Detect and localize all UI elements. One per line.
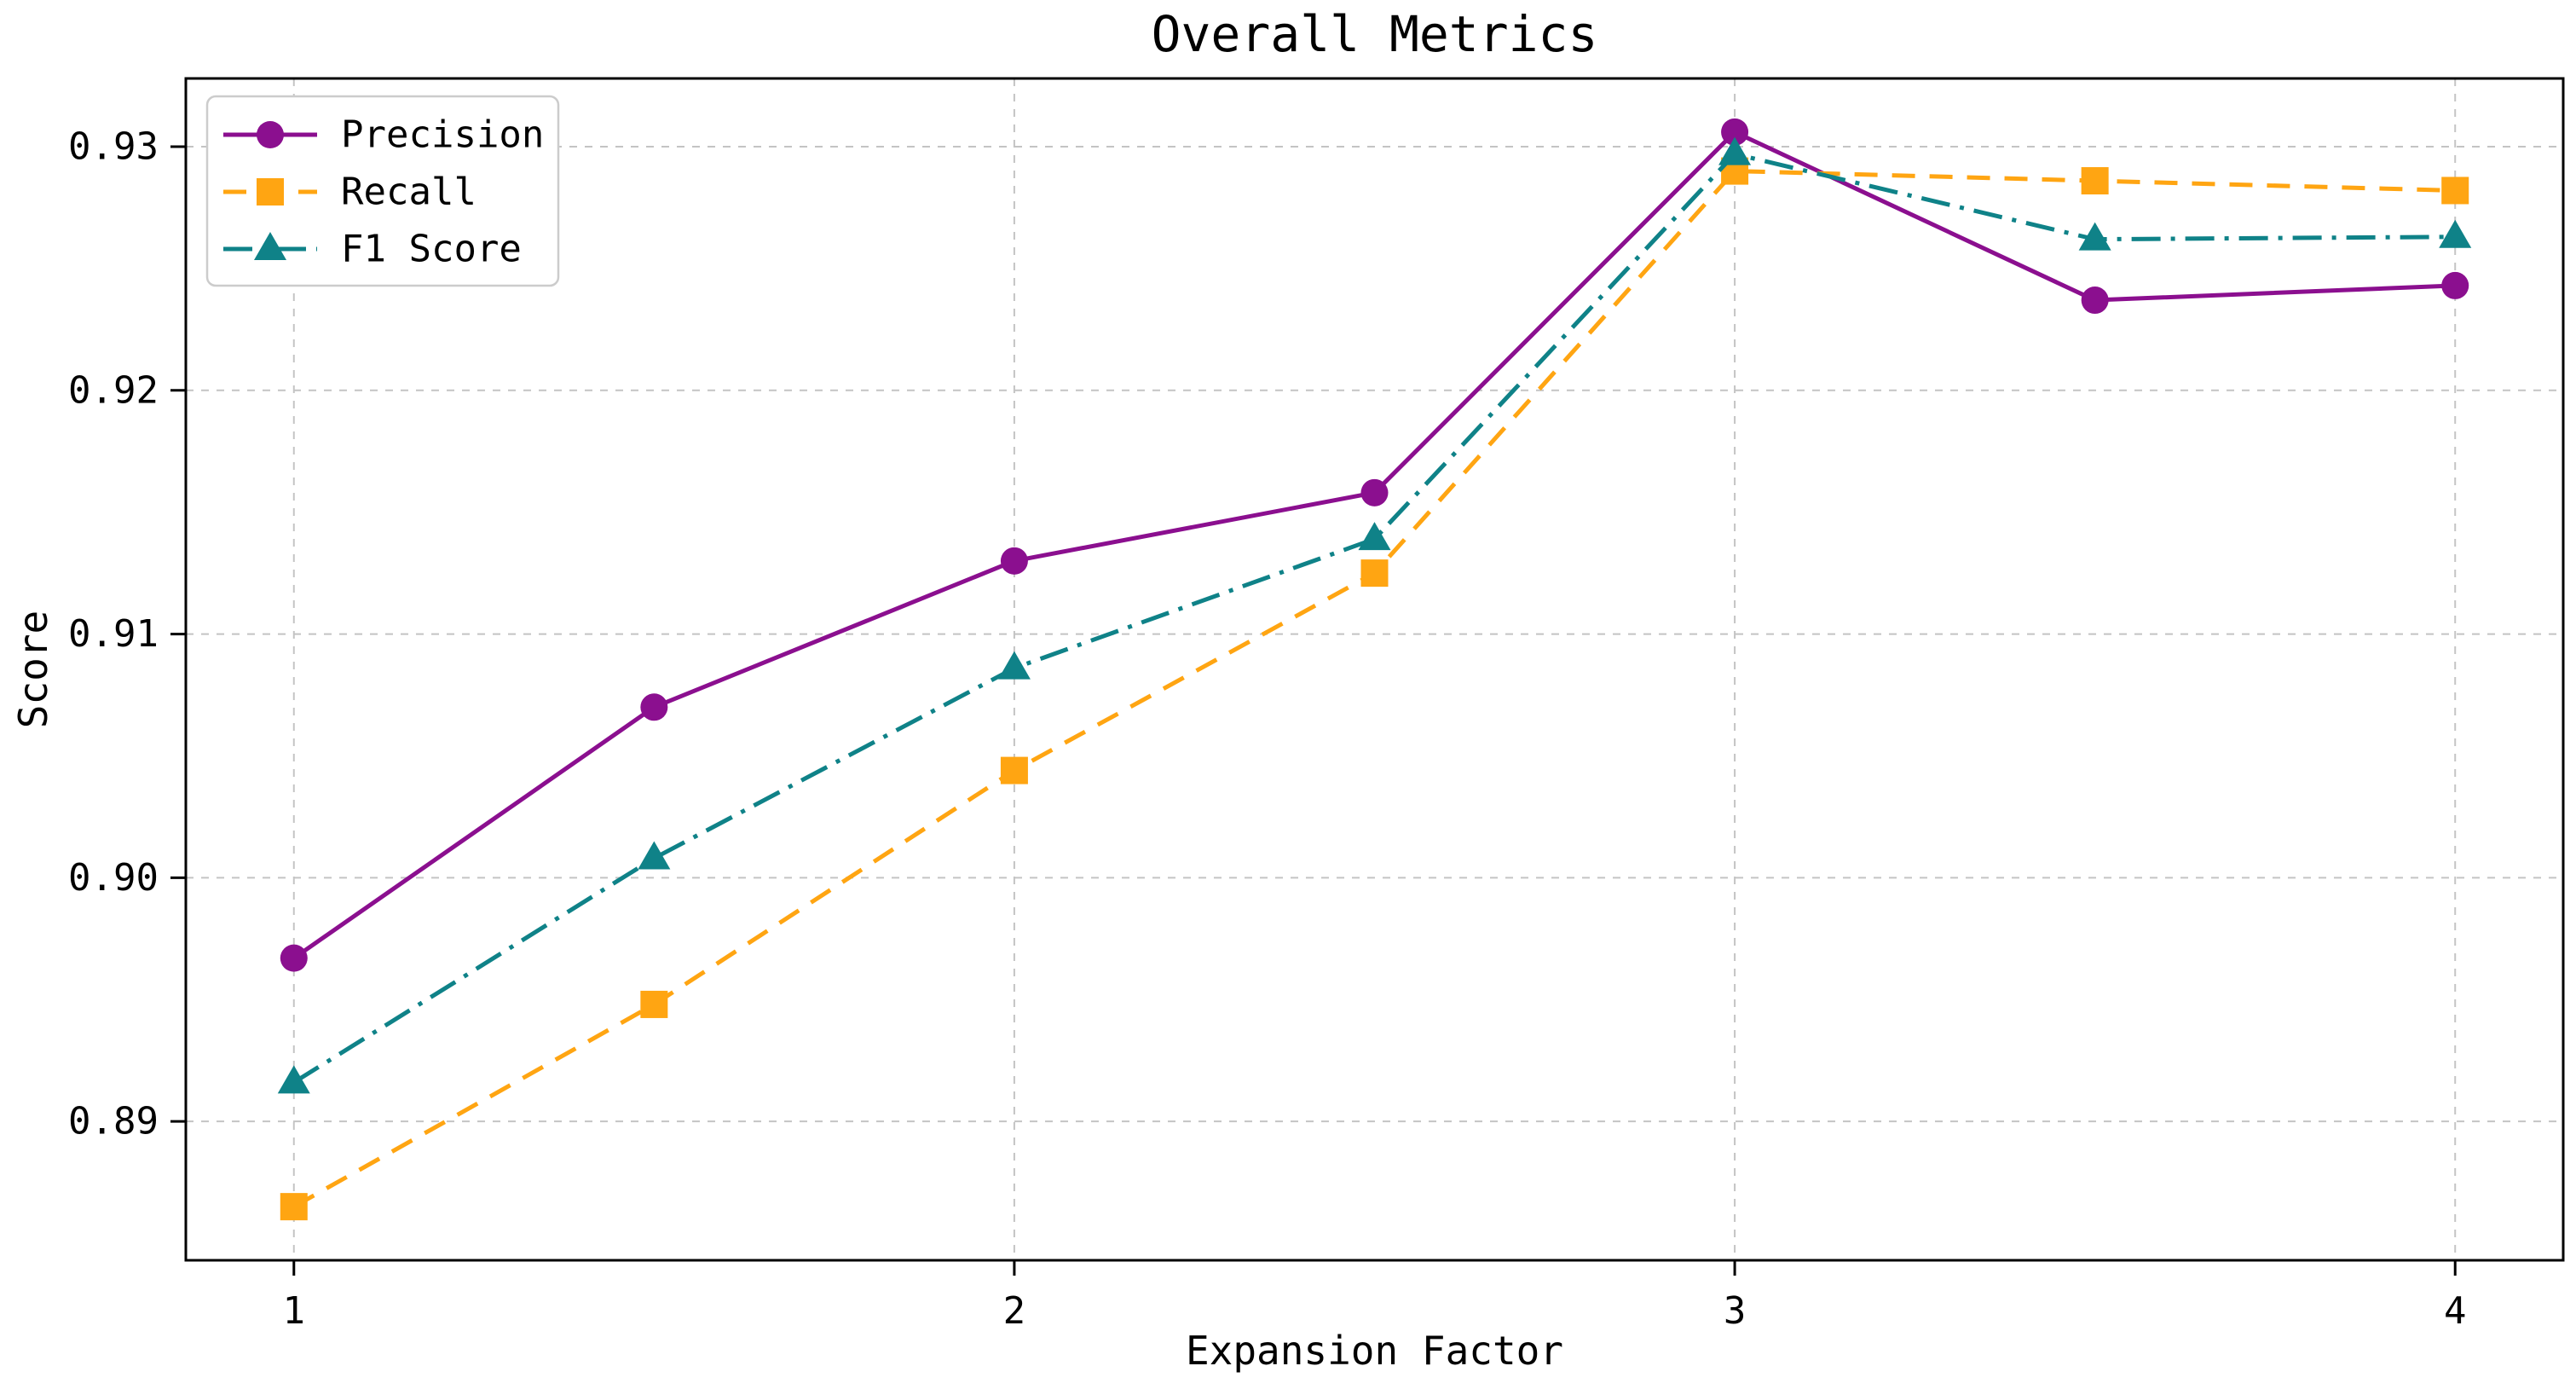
series-f1-score-marker [638, 841, 671, 870]
series-recall-marker [280, 1193, 308, 1221]
y-axis-label: Score [10, 611, 56, 728]
series-precision-marker [1360, 478, 1389, 506]
series-f1-score-marker [1358, 522, 1391, 551]
series-f1-score-marker [1718, 136, 1752, 165]
x-tick-label: 3 [1724, 1289, 1747, 1333]
y-tick-label: 0.92 [68, 368, 159, 412]
y-tick-label: 0.93 [68, 125, 159, 169]
series-precision-marker [1000, 547, 1028, 575]
series-f1-score-marker [997, 651, 1031, 680]
series-precision-marker [280, 944, 308, 972]
x-tick-label: 2 [1003, 1289, 1026, 1333]
y-tick-label: 0.91 [68, 612, 159, 656]
series-precision-marker [640, 693, 668, 721]
x-axis-label: Expansion Factor [1186, 1328, 1563, 1374]
legend-square-icon [257, 178, 284, 205]
series-f1-score-marker [2078, 222, 2111, 251]
series-recall-marker [1360, 559, 1389, 588]
series-recall-marker [640, 990, 668, 1018]
legend-label: Precision [341, 113, 544, 157]
grid [186, 78, 2563, 1260]
series-precision-marker [1721, 118, 1749, 146]
series-precision-marker [2081, 287, 2109, 315]
legend-label: F1 Score [341, 228, 522, 271]
series-precision-marker [2441, 271, 2469, 299]
x-tick-label: 4 [2444, 1289, 2467, 1333]
x-tick-label: 1 [283, 1289, 306, 1333]
legend-item-precision: Precision [223, 113, 544, 157]
legend-triangle-icon [254, 232, 286, 260]
series-recall-marker [2081, 167, 2109, 195]
series-f1-score-marker [2439, 219, 2472, 248]
legend-item-f1-score: F1 Score [223, 228, 522, 271]
series-f1-score [277, 136, 2472, 1094]
series-recall-marker [1000, 756, 1028, 784]
plot-border [184, 77, 2565, 1262]
series-recall [280, 157, 2469, 1221]
legend-label: Recall [341, 171, 477, 214]
legend-box [205, 95, 560, 287]
chart-title: Overall Metrics [1152, 5, 1598, 63]
series-precision [280, 118, 2469, 972]
series-f1-score-marker [277, 1065, 310, 1094]
series-recall-marker [2441, 177, 2469, 205]
y-tick-label: 0.90 [68, 856, 159, 900]
legend: Precision Recall F1 Score [205, 95, 560, 287]
legend-item-recall: Recall [223, 171, 477, 214]
tick-marks [170, 145, 2457, 1276]
legend-circle-icon [257, 121, 284, 148]
y-tick-label: 0.89 [68, 1100, 159, 1143]
